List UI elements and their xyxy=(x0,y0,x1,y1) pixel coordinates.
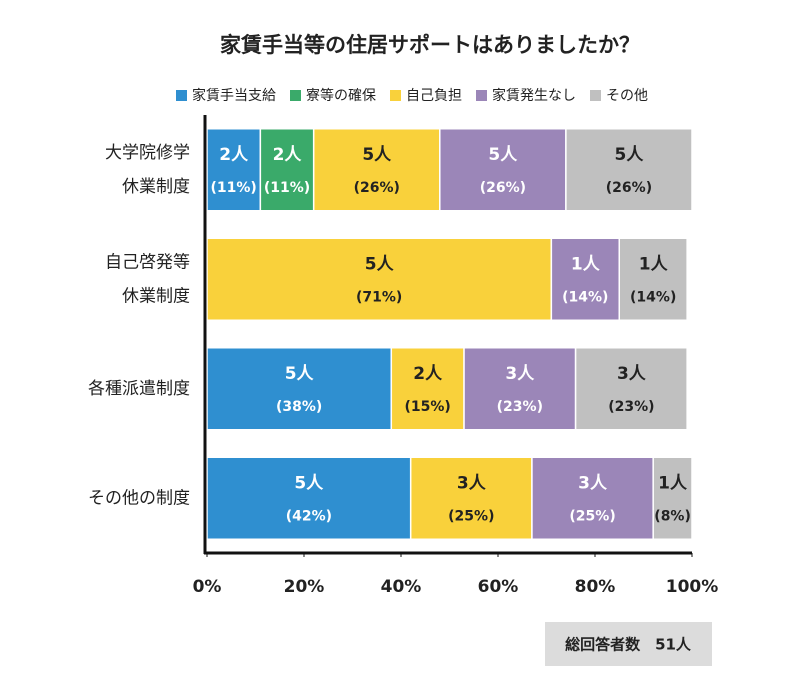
bar-segment xyxy=(618,237,688,321)
x-tick-label: 60% xyxy=(478,577,519,597)
count-label: 5人 xyxy=(615,145,645,165)
count-label: 3人 xyxy=(578,473,608,493)
bar-segment xyxy=(439,128,567,212)
count-label: 1人 xyxy=(571,254,601,274)
y-tick-label: その他の制度 xyxy=(88,488,190,508)
value-label: (25%) xyxy=(569,508,615,524)
value-label: (14%) xyxy=(562,289,608,305)
bar-segment xyxy=(531,456,654,540)
bar-segment xyxy=(574,347,688,431)
count-label: 2人 xyxy=(413,364,443,384)
x-tick-label: 20% xyxy=(284,577,325,597)
count-label: 2人 xyxy=(219,145,249,165)
bar-segment xyxy=(206,237,553,321)
bar-segment xyxy=(390,347,465,431)
note: 総回答者数 51人 xyxy=(565,636,692,654)
bar-segment xyxy=(463,347,577,431)
legend-label: その他 xyxy=(606,88,648,104)
count-label: 3人 xyxy=(457,473,487,493)
bar-segment xyxy=(206,456,412,540)
count-label: 1人 xyxy=(658,473,688,493)
value-label: (26%) xyxy=(480,180,526,196)
x-tick-label: 40% xyxy=(381,577,422,597)
count-label: 5人 xyxy=(285,364,315,384)
y-tick-label: 各種派遣制度 xyxy=(88,379,190,399)
value-label: (26%) xyxy=(354,180,400,196)
count-label: 5人 xyxy=(294,473,324,493)
value-label: (23%) xyxy=(608,399,654,415)
count-label: 5人 xyxy=(362,145,392,165)
bar-segment xyxy=(409,456,533,540)
legend-swatch xyxy=(590,90,601,101)
value-label: (42%) xyxy=(286,508,332,524)
chart-title: 家賃手当等の住居サポートはありましたか？ xyxy=(220,33,640,57)
value-label: (25%) xyxy=(448,508,494,524)
legend-swatch xyxy=(390,90,401,101)
legend-swatch xyxy=(176,90,187,101)
note-box xyxy=(545,622,712,666)
value-label: (38%) xyxy=(276,399,322,415)
bar-segment xyxy=(206,128,262,212)
legend-label: 家賃発生なし xyxy=(492,87,576,104)
bar-segment xyxy=(565,128,693,212)
legend-label: 寮等の確保 xyxy=(306,87,376,104)
count-label: 3人 xyxy=(617,364,647,384)
value-label: (15%) xyxy=(405,399,451,415)
x-tick-label: 100% xyxy=(666,577,719,597)
value-label: (26%) xyxy=(606,180,652,196)
value-label: (11%) xyxy=(264,180,310,196)
count-label: 5人 xyxy=(365,254,395,274)
bar-segment xyxy=(550,237,620,321)
value-label: (14%) xyxy=(630,289,676,305)
legend-swatch xyxy=(290,90,301,101)
bar-segment xyxy=(652,456,693,540)
count-label: 5人 xyxy=(488,145,518,165)
value-label: (11%) xyxy=(211,180,257,196)
legend-label: 家賃手当支給 xyxy=(192,87,276,104)
count-label: 3人 xyxy=(505,364,535,384)
bar-segment xyxy=(206,347,393,431)
legend-swatch xyxy=(476,90,487,101)
bar-segment xyxy=(259,128,315,212)
bar-segment xyxy=(312,128,441,212)
value-label: (8%) xyxy=(654,508,691,524)
value-label: (71%) xyxy=(356,289,402,305)
count-label: 2人 xyxy=(273,145,303,165)
x-tick-label: 0% xyxy=(193,577,222,597)
legend-label: 自己負担 xyxy=(406,88,462,104)
x-tick-label: 80% xyxy=(575,577,616,597)
value-label: (23%) xyxy=(497,399,543,415)
y-tick-label: 大学院修学休業制度 xyxy=(105,143,190,197)
y-tick-label: 自己啓発等休業制度 xyxy=(105,252,190,306)
count-label: 1人 xyxy=(639,254,669,274)
